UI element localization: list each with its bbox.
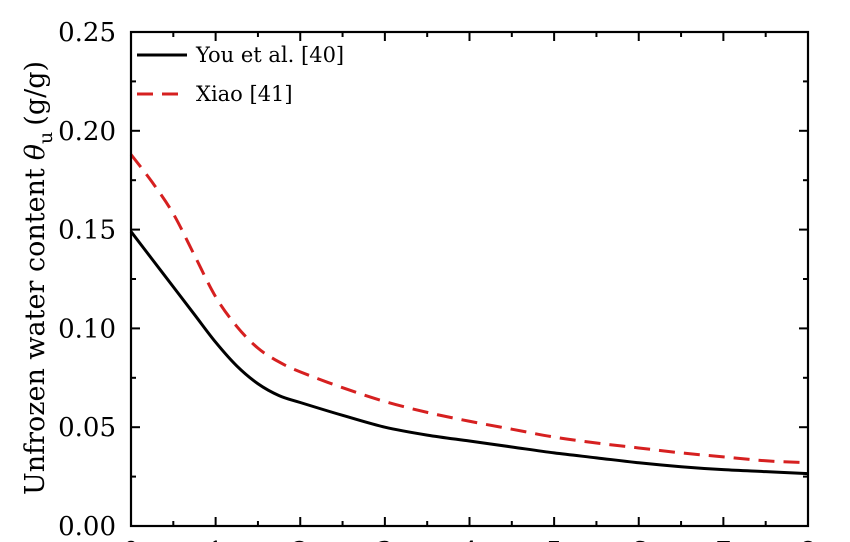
- y-tick-label: 0.25: [58, 18, 116, 48]
- y-axis-title-text: Unfrozen water content: [20, 168, 51, 495]
- axis-tick-labels: 0 1 2 3 4 5 6 7 8 0.00 0.05 0.10 0.15 0.20 0.25: [58, 18, 816, 542]
- legend-label-you-et-al: You et al. [40]: [195, 43, 344, 67]
- x-tick-label: 7: [715, 537, 732, 542]
- y-tick-label: 0.00: [58, 512, 116, 542]
- series-line-xiao: [129, 153, 809, 465]
- x-tick-label: 6: [630, 537, 647, 542]
- x-tick-label: 1: [207, 537, 224, 542]
- y-axis-subscript: u: [35, 132, 57, 144]
- y-axis-unit: (g/g): [20, 61, 51, 126]
- x-tick-label: 3: [377, 537, 394, 542]
- x-tick-label: 4: [461, 537, 478, 542]
- x-tick-label: 8: [800, 537, 817, 542]
- y-tick-label: 0.10: [58, 314, 116, 344]
- x-tick-label: 5: [546, 537, 563, 542]
- series-lines: [129, 153, 809, 476]
- y-tick-label: 0.15: [58, 216, 116, 246]
- y-axis-symbol: θ: [20, 144, 51, 160]
- legend-label-xiao: Xiao [41]: [196, 82, 293, 106]
- series-line-you-et-al: [129, 230, 809, 476]
- plot-frame: [129, 30, 810, 528]
- legend: You et al. [40] Xiao [41]: [137, 43, 344, 106]
- axis-ticks: [130, 31, 809, 527]
- y-axis-title: Unfrozen water content θu (g/g): [20, 61, 57, 495]
- y-tick-label: 0.20: [58, 117, 116, 147]
- x-tick-label: 0: [123, 537, 140, 542]
- x-tick-label: 2: [292, 537, 309, 542]
- y-tick-label: 0.05: [58, 413, 116, 443]
